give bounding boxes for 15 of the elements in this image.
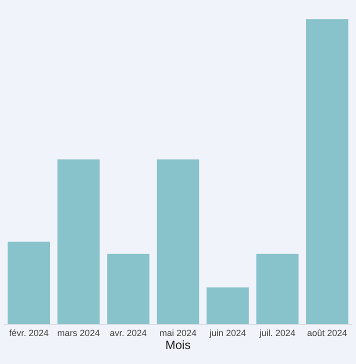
x-tick-label: févr. 2024 xyxy=(9,328,49,338)
bar xyxy=(8,242,50,324)
x-tick-label: mai 2024 xyxy=(159,328,197,338)
bar xyxy=(107,254,150,324)
bar xyxy=(156,159,200,324)
x-tick-label: juin 2024 xyxy=(208,328,246,338)
bar xyxy=(206,287,249,324)
x-axis-title: Mois xyxy=(165,338,191,352)
x-tick-label: avr. 2024 xyxy=(110,328,147,338)
bar xyxy=(306,19,348,324)
bar xyxy=(57,159,100,324)
x-tick-label: août 2024 xyxy=(307,328,348,338)
x-tick-label: juil. 2024 xyxy=(258,328,296,338)
bar xyxy=(256,254,299,324)
x-tick-label: mars 2024 xyxy=(57,328,100,338)
